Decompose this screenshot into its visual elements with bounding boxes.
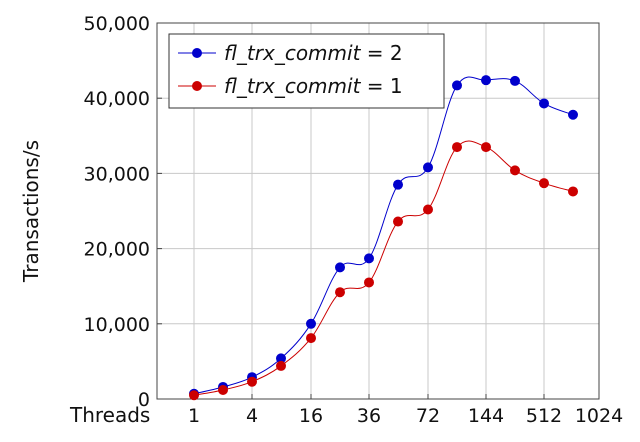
series-point	[423, 162, 433, 173]
legend-label-value: = 2	[360, 41, 402, 65]
x-tick-label: 72	[416, 405, 440, 427]
y-tick-label: 50,000	[84, 13, 150, 35]
series-point	[364, 253, 374, 264]
x-tick-label: 144	[468, 405, 504, 427]
legend-label-italic: fl_trx_commit	[224, 74, 362, 98]
x-tick-label: 512	[526, 405, 562, 427]
series-point	[452, 80, 462, 91]
series-point	[364, 277, 374, 288]
series-point	[393, 179, 403, 190]
legend-label-value: = 1	[360, 74, 402, 98]
x-tick-label: 1	[188, 405, 200, 427]
y-axis: 0 10,000 20,000 30,000 40,000 50,000	[84, 13, 162, 411]
legend-marker	[192, 48, 202, 58]
series-point	[247, 376, 257, 387]
series-line	[193, 76, 574, 395]
x-axis: 1 4 16 36 72 144 512 1024	[188, 394, 623, 427]
series-point	[481, 75, 491, 86]
series-point	[568, 186, 578, 197]
legend-label: fl_trx_commit = 1	[224, 74, 403, 98]
series-point	[452, 142, 462, 153]
series-point	[189, 390, 199, 401]
plot-frame	[156, 22, 600, 400]
series-point	[568, 109, 578, 120]
series-layer	[189, 75, 578, 401]
series-point	[218, 384, 228, 395]
legend-box	[168, 33, 445, 109]
x-tick-label: 4	[246, 405, 258, 427]
y-tick-label: 30,000	[84, 163, 150, 185]
y-tick-label: 40,000	[84, 88, 150, 110]
legend-label-italic: fl_trx_commit	[224, 41, 362, 65]
series-point	[481, 142, 491, 153]
x-axis-title: Threads	[69, 403, 150, 427]
x-tick-label: 36	[357, 405, 381, 427]
legend-marker	[192, 81, 202, 91]
series-point	[510, 75, 520, 86]
x-tick-label: 16	[299, 405, 323, 427]
series-point	[335, 262, 345, 273]
y-tick-label: 20,000	[84, 239, 150, 261]
series-point	[539, 98, 549, 109]
y-tick-label: 0	[138, 389, 150, 411]
series-point	[335, 287, 345, 298]
series-point	[306, 318, 316, 329]
y-tick-label: 10,000	[84, 314, 150, 336]
series-point	[306, 333, 316, 344]
series-point	[276, 360, 286, 371]
legend-label: fl_trx_commit = 2	[224, 41, 403, 65]
series-point	[510, 165, 520, 176]
y-axis-title: Transactions/s	[19, 140, 43, 283]
series-line	[193, 140, 574, 396]
series-point	[539, 178, 549, 189]
legend: fl_trx_commit = 2fl_trx_commit = 1	[168, 33, 445, 109]
series-point	[423, 204, 433, 215]
series-point	[276, 353, 286, 364]
x-tick-label: 1024	[575, 405, 623, 427]
series-point	[393, 216, 403, 227]
